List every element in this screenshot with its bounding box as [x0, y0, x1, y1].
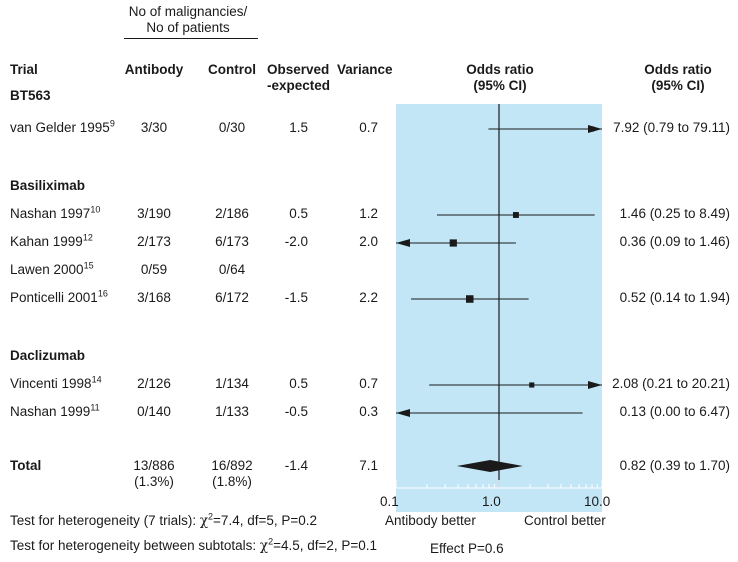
odds-ratio-ci: 7.92 (0.79 to 79.11): [613, 120, 730, 135]
point-estimate: [529, 382, 535, 388]
trial-name: Ponticelli 200116: [10, 288, 108, 305]
group-header-line1: No of malignancies/: [128, 4, 248, 19]
control-count: 6/173: [215, 234, 249, 249]
odds-ratio-ci: 0.36 (0.09 to 1.46): [619, 234, 730, 249]
variance-value: 2.0: [359, 234, 378, 249]
tick-label-0.1: 0.1: [380, 494, 399, 509]
col-header-control: Control: [208, 62, 256, 77]
point-estimate: [405, 410, 410, 416]
heterogeneity-test-subtotals: Test for heterogeneity between subtotals…: [10, 536, 378, 554]
effect-p-value: Effect P=0.6: [430, 541, 504, 556]
odds-ratio-ci: 2.08 (0.21 to 20.21): [612, 376, 730, 391]
observed-expected: 0.5: [289, 376, 308, 391]
control-count: 0/30: [218, 120, 246, 135]
ci-arrow-right: [588, 381, 602, 389]
col-header-variance: Variance: [337, 62, 393, 77]
tick-label-10: 10.0: [584, 494, 611, 509]
variance-value: 0.3: [359, 404, 378, 419]
control-count: 0/64: [218, 262, 246, 277]
control-count: 1/134: [215, 376, 249, 391]
total-antibody: 13/886 (1.3%): [133, 458, 175, 489]
group-label: Basiliximab: [10, 178, 86, 193]
trial-name: Lawen 200015: [10, 260, 94, 277]
trial-name: Vincenti 199814: [10, 374, 102, 391]
point-estimate: [449, 239, 457, 247]
observed-expected: 0.5: [289, 206, 308, 221]
observed-expected: 1.5: [289, 120, 308, 135]
control-count: 2/186: [215, 206, 249, 221]
observed-expected: -0.5: [284, 404, 308, 419]
antibody-count: 3/190: [137, 206, 171, 221]
total-label: Total: [10, 458, 42, 473]
col-header-or-text: Odds ratio (95% CI): [644, 62, 712, 93]
variance-value: 1.2: [359, 206, 378, 221]
control-count: 1/133: [215, 404, 249, 419]
odds-ratio-ci: 1.46 (0.25 to 8.49): [619, 206, 730, 221]
total-control: 16/892 (1.8%): [211, 458, 253, 489]
total-ci: 0.82 (0.39 to 1.70): [619, 458, 730, 473]
heterogeneity-test-trials: Test for heterogeneity (7 trials): χ2=7.…: [10, 511, 318, 529]
observed-expected: -2.0: [284, 234, 308, 249]
variance-value: 2.2: [359, 290, 378, 305]
group-label: Daclizumab: [10, 348, 86, 363]
total-oe: -1.4: [284, 458, 308, 473]
trial-name: van Gelder 19959: [10, 118, 115, 135]
antibody-count: 3/30: [140, 120, 168, 135]
col-header-observed: Observed -expected: [267, 62, 331, 93]
total-diamond: [456, 460, 523, 472]
total-variance: 7.1: [359, 458, 378, 473]
trial-name: Kahan 199912: [10, 232, 93, 249]
col-header-or-plot: Odds ratio (95% CI): [466, 62, 534, 93]
ci-arrow-left: [396, 239, 410, 247]
tick-label-1: 1.0: [482, 494, 501, 509]
axis-right-label: Control better: [524, 513, 606, 528]
odds-ratio-ci: 0.13 (0.00 to 6.47): [619, 404, 730, 419]
antibody-count: 0/59: [140, 262, 168, 277]
trial-name: Nashan 199710: [10, 204, 101, 221]
point-estimate: [465, 295, 474, 303]
axis-left-label: Antibody better: [385, 513, 476, 528]
point-estimate: [512, 212, 519, 218]
observed-expected: -1.5: [284, 290, 308, 305]
antibody-count: 2/126: [137, 376, 171, 391]
group-header-line2: No of patients: [146, 20, 230, 35]
col-header-antibody: Antibody: [124, 62, 184, 77]
antibody-count: 3/168: [137, 290, 171, 305]
antibody-count: 2/173: [137, 234, 171, 249]
point-estimate: [589, 126, 595, 132]
col-header-trial: Trial: [10, 62, 38, 77]
variance-value: 0.7: [359, 376, 378, 391]
variance-value: 0.7: [359, 120, 378, 135]
antibody-count: 0/140: [137, 404, 171, 419]
group-label: BT563: [10, 88, 51, 103]
odds-ratio-ci: 0.52 (0.14 to 1.94): [619, 290, 730, 305]
control-count: 6/172: [215, 290, 249, 305]
trial-name: Nashan 199911: [10, 402, 100, 419]
group-header-rule: [124, 38, 258, 39]
